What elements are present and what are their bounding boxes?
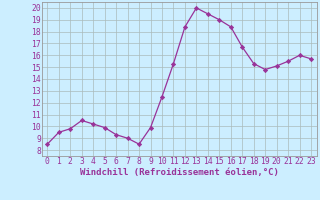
X-axis label: Windchill (Refroidissement éolien,°C): Windchill (Refroidissement éolien,°C): [80, 168, 279, 177]
